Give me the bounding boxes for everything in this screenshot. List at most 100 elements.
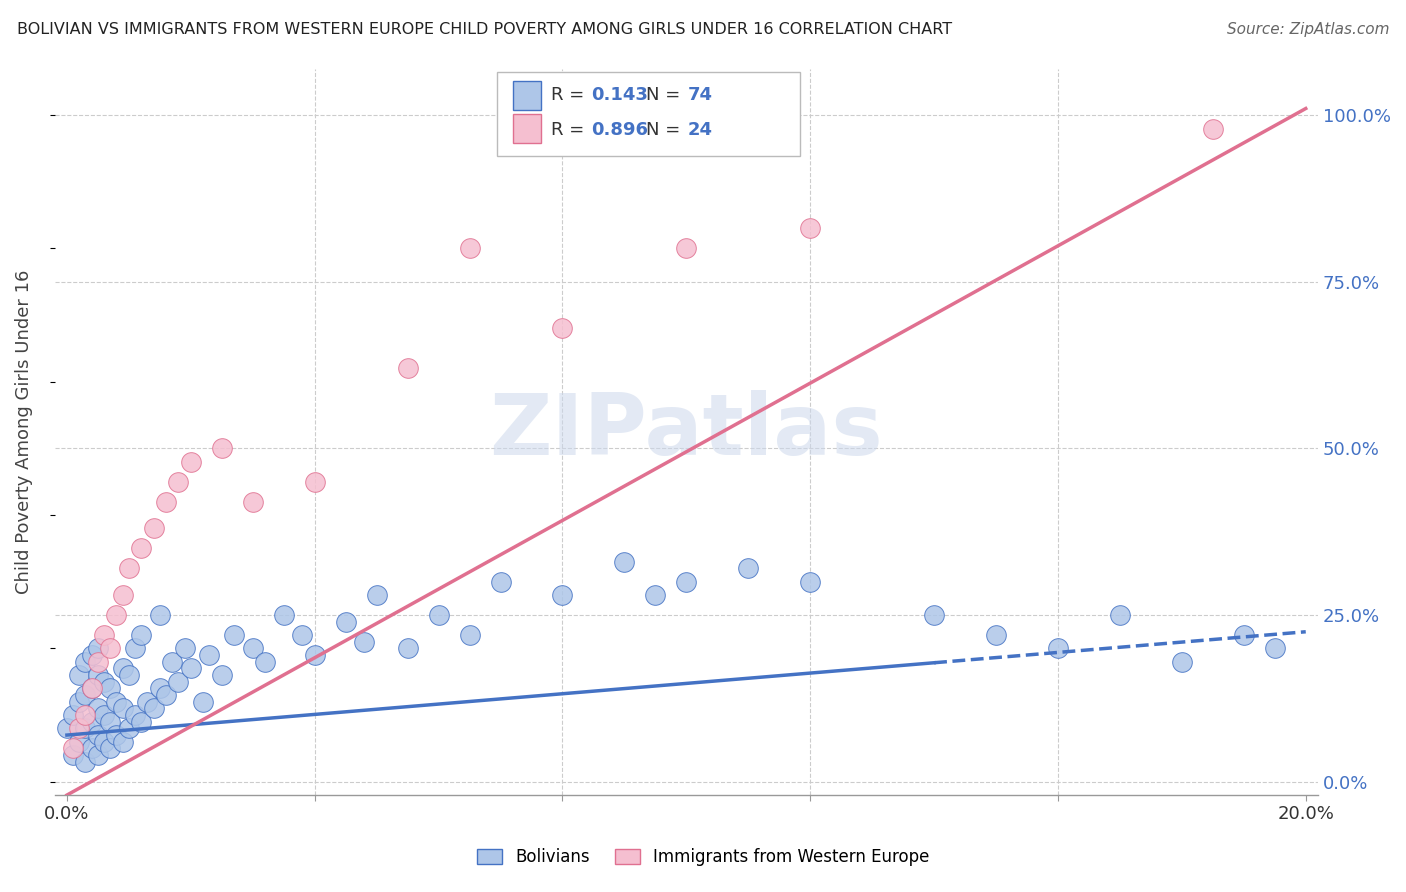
Point bbox=[142, 521, 165, 535]
Point bbox=[396, 361, 419, 376]
Point bbox=[80, 714, 103, 729]
Bar bbox=[513, 81, 541, 110]
Point bbox=[56, 722, 79, 736]
Point bbox=[489, 574, 512, 589]
Point bbox=[173, 641, 195, 656]
Point bbox=[129, 541, 152, 556]
Point bbox=[87, 668, 110, 682]
Point bbox=[87, 641, 110, 656]
Point bbox=[458, 628, 481, 642]
Text: N =: N = bbox=[645, 87, 686, 104]
Point bbox=[111, 588, 134, 602]
Point bbox=[142, 701, 165, 715]
Text: 0.896: 0.896 bbox=[592, 121, 648, 139]
Point bbox=[87, 728, 110, 742]
Point bbox=[198, 648, 221, 662]
Point bbox=[87, 701, 110, 715]
Point bbox=[105, 608, 128, 623]
Point bbox=[98, 741, 121, 756]
Text: 0.143: 0.143 bbox=[592, 87, 648, 104]
Point bbox=[67, 722, 90, 736]
Text: ZIPatlas: ZIPatlas bbox=[489, 391, 883, 474]
Text: N =: N = bbox=[645, 121, 686, 139]
Y-axis label: Child Poverty Among Girls Under 16: Child Poverty Among Girls Under 16 bbox=[15, 269, 32, 594]
Point bbox=[80, 741, 103, 756]
Legend: Bolivians, Immigrants from Western Europe: Bolivians, Immigrants from Western Europ… bbox=[468, 840, 938, 875]
Point bbox=[675, 574, 697, 589]
Point bbox=[551, 321, 574, 335]
Point bbox=[98, 641, 121, 656]
Point bbox=[458, 242, 481, 256]
Point bbox=[180, 661, 202, 675]
Point bbox=[75, 722, 97, 736]
Point bbox=[98, 714, 121, 729]
Point bbox=[1171, 655, 1194, 669]
Point bbox=[111, 735, 134, 749]
Point bbox=[193, 695, 215, 709]
Point bbox=[124, 708, 146, 723]
Point bbox=[304, 648, 326, 662]
Point bbox=[167, 674, 190, 689]
Point bbox=[155, 688, 177, 702]
Text: Source: ZipAtlas.com: Source: ZipAtlas.com bbox=[1226, 22, 1389, 37]
Point bbox=[613, 555, 636, 569]
Point bbox=[93, 628, 115, 642]
Text: BOLIVIAN VS IMMIGRANTS FROM WESTERN EUROPE CHILD POVERTY AMONG GIRLS UNDER 16 CO: BOLIVIAN VS IMMIGRANTS FROM WESTERN EURO… bbox=[17, 22, 952, 37]
Point bbox=[799, 574, 821, 589]
Point bbox=[242, 495, 264, 509]
Point bbox=[366, 588, 388, 602]
Point bbox=[129, 714, 152, 729]
Point bbox=[124, 641, 146, 656]
Point bbox=[87, 655, 110, 669]
Point bbox=[149, 608, 172, 623]
Point bbox=[427, 608, 450, 623]
Point bbox=[353, 634, 375, 648]
Point bbox=[111, 701, 134, 715]
Point bbox=[1264, 641, 1286, 656]
Point bbox=[93, 735, 115, 749]
Point bbox=[180, 455, 202, 469]
Point bbox=[1109, 608, 1132, 623]
Point bbox=[67, 668, 90, 682]
Text: R =: R = bbox=[551, 87, 591, 104]
Point bbox=[136, 695, 159, 709]
Point bbox=[737, 561, 759, 575]
FancyBboxPatch shape bbox=[496, 72, 800, 156]
Point bbox=[87, 747, 110, 762]
Point bbox=[335, 615, 357, 629]
Point bbox=[160, 655, 183, 669]
Point bbox=[98, 681, 121, 696]
Point bbox=[155, 495, 177, 509]
Point bbox=[118, 561, 141, 575]
Point bbox=[149, 681, 172, 696]
Point bbox=[1233, 628, 1256, 642]
Point bbox=[118, 668, 141, 682]
Point bbox=[67, 735, 90, 749]
Point bbox=[62, 747, 84, 762]
Point bbox=[129, 628, 152, 642]
Point bbox=[105, 695, 128, 709]
Point bbox=[62, 741, 84, 756]
Point bbox=[242, 641, 264, 656]
Point bbox=[224, 628, 246, 642]
Point bbox=[118, 722, 141, 736]
Text: 74: 74 bbox=[688, 87, 713, 104]
Point bbox=[291, 628, 314, 642]
Point bbox=[984, 628, 1007, 642]
Point bbox=[75, 688, 97, 702]
Point bbox=[304, 475, 326, 489]
Point bbox=[1046, 641, 1069, 656]
Point bbox=[111, 661, 134, 675]
Point bbox=[75, 755, 97, 769]
Point bbox=[67, 695, 90, 709]
Point bbox=[211, 668, 233, 682]
Point bbox=[93, 674, 115, 689]
Point bbox=[80, 648, 103, 662]
Point bbox=[105, 728, 128, 742]
Point bbox=[922, 608, 945, 623]
Point bbox=[75, 708, 97, 723]
Point bbox=[799, 221, 821, 235]
Text: R =: R = bbox=[551, 121, 591, 139]
Point bbox=[551, 588, 574, 602]
Point bbox=[273, 608, 295, 623]
